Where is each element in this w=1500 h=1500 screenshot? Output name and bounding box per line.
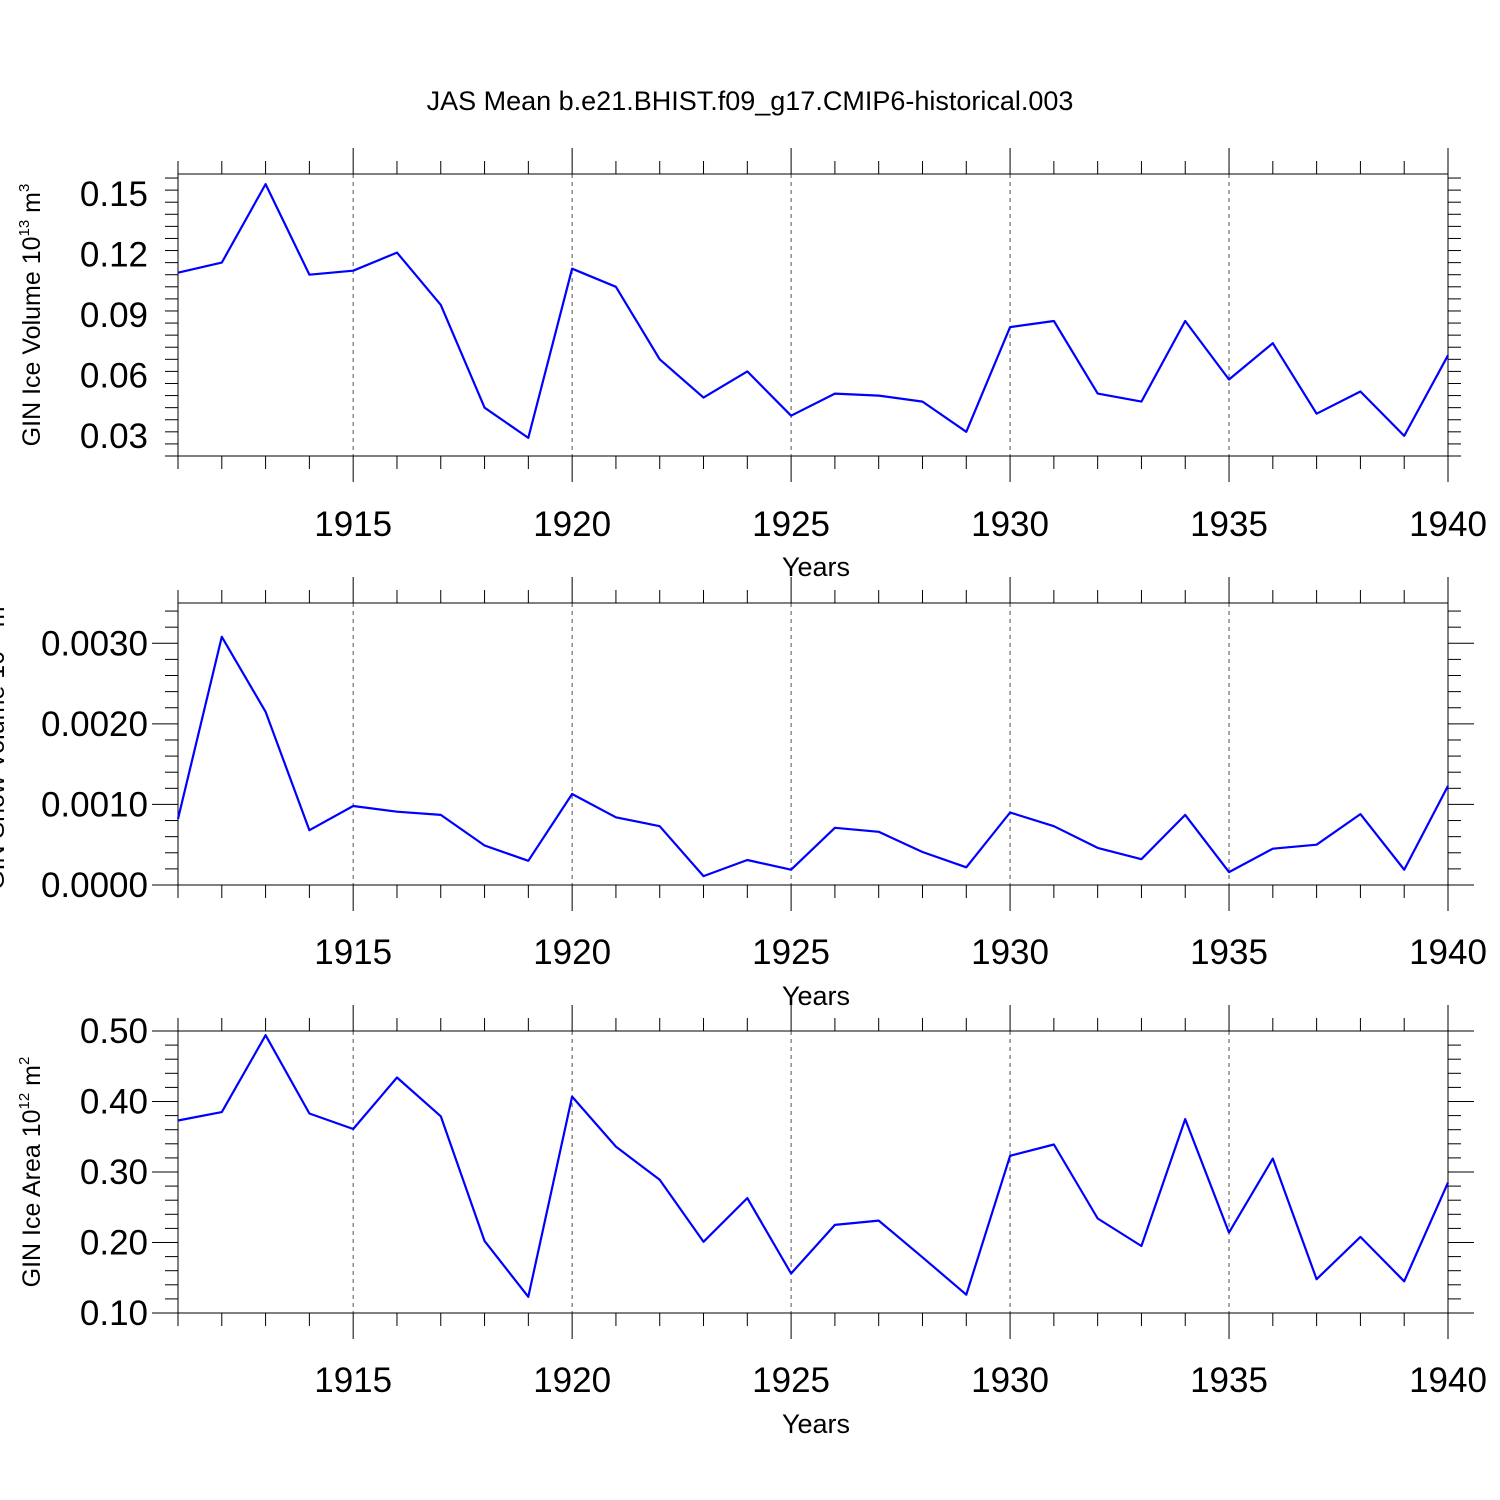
y-tick-label: 0.20 bbox=[80, 1224, 148, 1263]
x-tick-label: 1935 bbox=[1190, 505, 1268, 544]
x-tick-label: 1915 bbox=[314, 933, 392, 972]
x-tick-label: 1930 bbox=[971, 1361, 1049, 1400]
y-tick-label: 0.0000 bbox=[41, 866, 148, 905]
x-tick-label: 1940 bbox=[1409, 1361, 1487, 1400]
plot-frame bbox=[177, 602, 1449, 886]
x-tick-label: 1925 bbox=[752, 505, 830, 544]
panel-ice-volume: 1915 1920 1925 1930 1935 1940 0.03 0.06 0.09 0.12… bbox=[16, 148, 1487, 582]
x-tick-label: 1915 bbox=[314, 505, 392, 544]
series-line bbox=[176, 635, 1449, 878]
y-tick-label: 0.0020 bbox=[41, 705, 148, 744]
x-axis-label: Years bbox=[782, 981, 850, 1011]
y-tick-label: 0.0010 bbox=[41, 785, 148, 824]
x-tick-label: 1940 bbox=[1409, 505, 1487, 544]
y-tick-label: 0.10 bbox=[80, 1294, 148, 1333]
y-tick-label: 0.40 bbox=[80, 1083, 148, 1122]
y-tick-label: 0.0030 bbox=[41, 624, 148, 663]
x-axis-label: Years bbox=[782, 552, 850, 582]
y-tick-label: 0.09 bbox=[80, 296, 148, 335]
figure-title: JAS Mean b.e21.BHIST.f09_g17.CMIP6-histo… bbox=[427, 86, 1074, 116]
x-axis-label: Years bbox=[782, 1409, 850, 1439]
x-tick-label: 1930 bbox=[971, 933, 1049, 972]
y-axis-label: GIN Ice Area 1012 m2 bbox=[16, 1057, 46, 1288]
x-tick-label: 1935 bbox=[1190, 1361, 1268, 1400]
series-line bbox=[177, 183, 1449, 439]
y-tick-label: 0.06 bbox=[80, 356, 148, 395]
x-tick-label: 1925 bbox=[752, 1361, 830, 1400]
x-tick-label: 1925 bbox=[752, 933, 830, 972]
x-tick-label: 1915 bbox=[314, 1361, 392, 1400]
plot-frame bbox=[177, 1030, 1449, 1314]
series-line bbox=[177, 1034, 1450, 1298]
y-tick-label: 0.15 bbox=[80, 175, 148, 214]
x-tick-label: 1920 bbox=[533, 933, 611, 972]
y-tick-label: 0.30 bbox=[80, 1153, 148, 1192]
panel-ice-area: 1915 1920 1925 1930 1935 1940 0.10 0.20 0.30 0.40… bbox=[16, 1005, 1487, 1439]
x-tick-label: 1940 bbox=[1409, 933, 1487, 972]
x-tick-label: 1920 bbox=[533, 505, 611, 544]
x-tick-label: 1930 bbox=[971, 505, 1049, 544]
x-tick-label: 1920 bbox=[533, 1361, 611, 1400]
y-tick-label: 0.12 bbox=[80, 236, 148, 275]
y-axis-label: GIN Ice Volume 1013 m3 bbox=[16, 184, 46, 447]
y-tick-label: 0.03 bbox=[80, 417, 148, 456]
plot-frame bbox=[177, 173, 1449, 457]
y-tick-label: 0.50 bbox=[80, 1012, 148, 1051]
y-axis-label: GIN Snow Volume 1013 m3 bbox=[0, 598, 10, 890]
x-tick-label: 1935 bbox=[1190, 933, 1268, 972]
panel-snow-volume: 1915 1920 1925 1930 1935 1940 0.0000 0.0010 0.00… bbox=[0, 577, 1487, 1011]
